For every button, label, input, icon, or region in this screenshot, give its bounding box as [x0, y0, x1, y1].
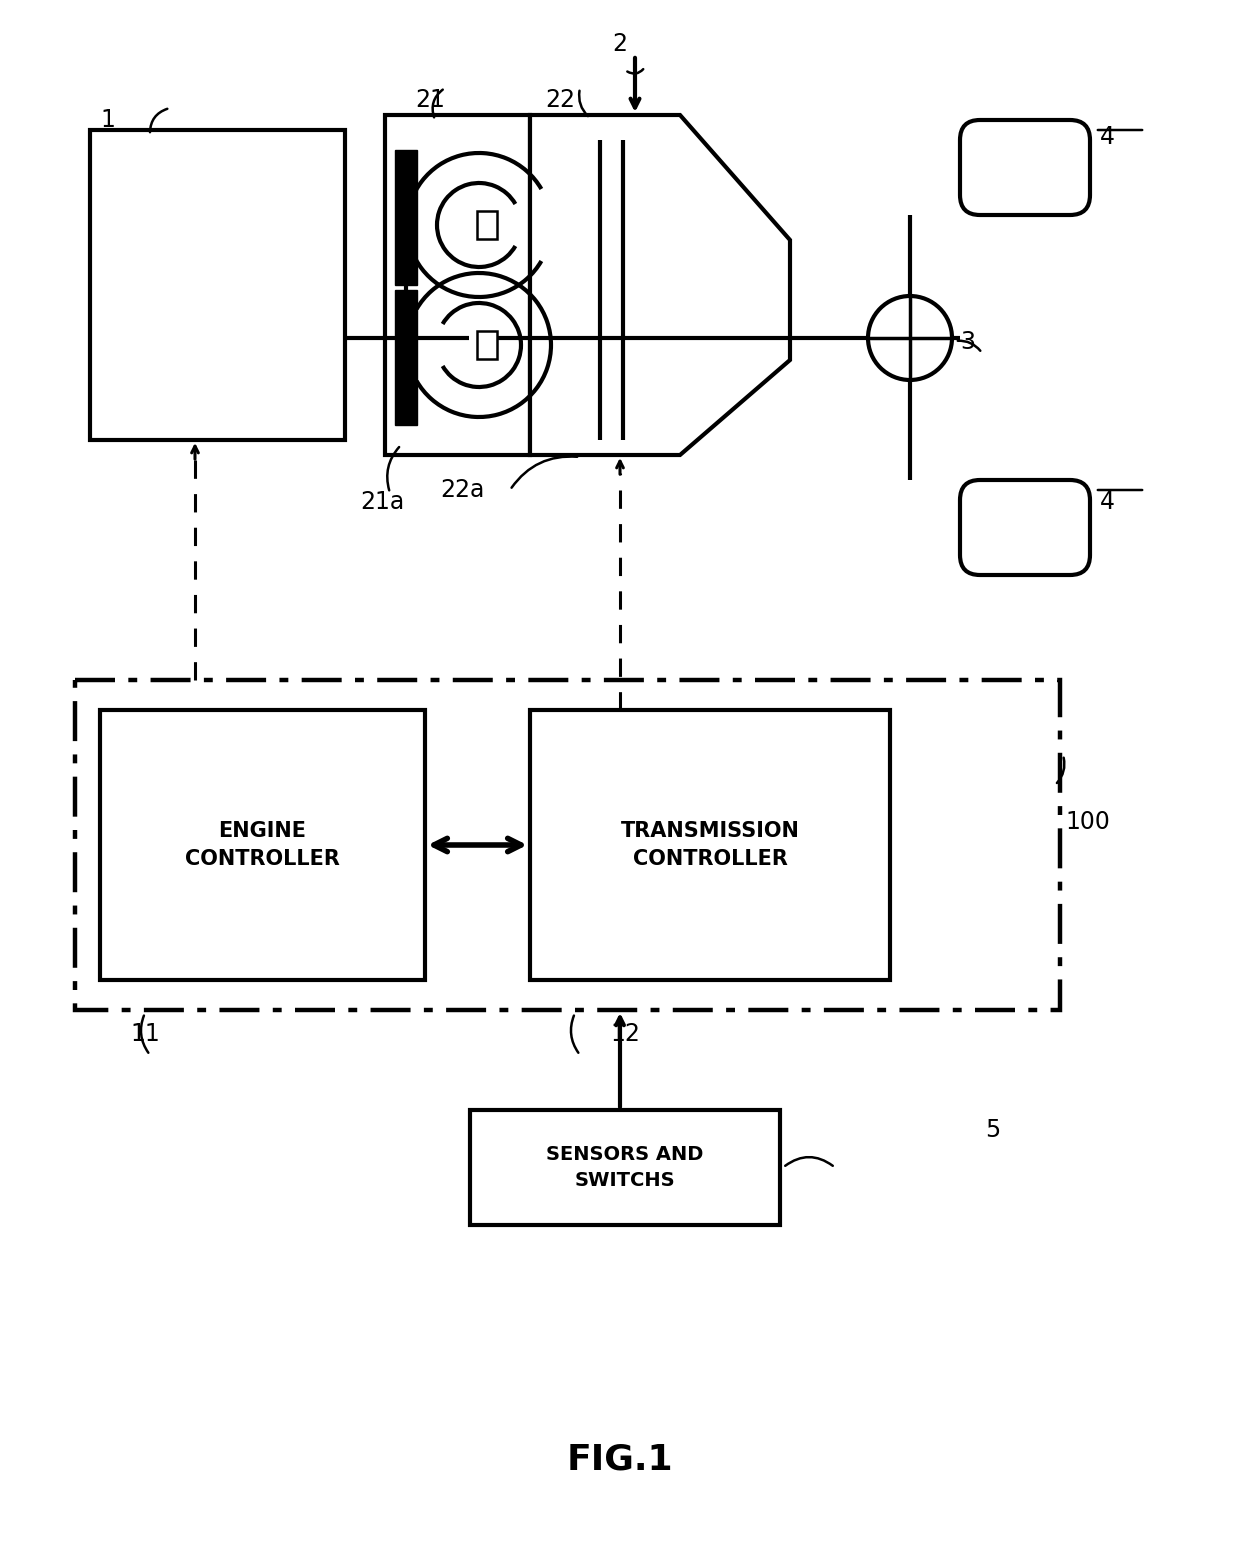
- Polygon shape: [529, 115, 790, 455]
- Text: ENGINE
CONTROLLER: ENGINE CONTROLLER: [185, 821, 340, 869]
- Text: 2: 2: [613, 33, 627, 56]
- Text: 1: 1: [100, 108, 115, 132]
- Text: 3: 3: [960, 330, 975, 355]
- Text: 4: 4: [1100, 489, 1115, 514]
- Bar: [477, 331, 497, 359]
- Text: FIG.1: FIG.1: [567, 1444, 673, 1478]
- Bar: [477, 211, 497, 239]
- Text: 22a: 22a: [440, 479, 485, 502]
- Text: 4: 4: [1100, 125, 1115, 149]
- Bar: [470, 1111, 780, 1225]
- Text: 100: 100: [1065, 810, 1110, 833]
- Text: 5: 5: [985, 1118, 1001, 1142]
- Bar: [384, 115, 529, 455]
- Text: 11: 11: [130, 1022, 160, 1046]
- Circle shape: [868, 296, 952, 380]
- Text: TRANSMISSION
CONTROLLER: TRANSMISSION CONTROLLER: [620, 821, 800, 869]
- FancyBboxPatch shape: [960, 480, 1090, 575]
- Bar: [91, 130, 345, 440]
- Bar: [529, 709, 890, 981]
- Text: 21: 21: [415, 88, 445, 112]
- Text: 12: 12: [610, 1022, 640, 1046]
- Bar: [469, 208, 497, 243]
- Bar: [469, 327, 497, 362]
- FancyBboxPatch shape: [960, 119, 1090, 215]
- Bar: [74, 680, 1060, 1010]
- Bar: [100, 709, 425, 981]
- Bar: [396, 290, 417, 424]
- Bar: [396, 150, 417, 285]
- Text: 21a: 21a: [360, 489, 404, 514]
- Text: 22: 22: [546, 88, 575, 112]
- Text: SENSORS AND
SWITCHS: SENSORS AND SWITCHS: [547, 1145, 703, 1190]
